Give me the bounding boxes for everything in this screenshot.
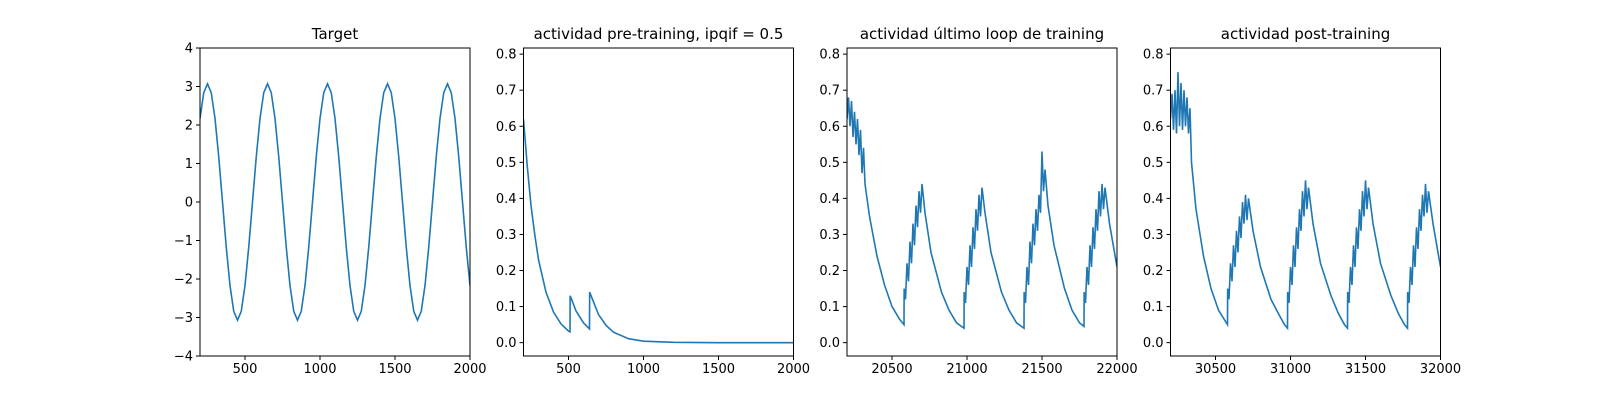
y-tick-label: 1 xyxy=(185,157,193,172)
y-tick-label: 0.5 xyxy=(819,156,840,171)
y-tick-label: 0.2 xyxy=(496,264,517,279)
y-tick-label: 0.1 xyxy=(819,300,840,315)
data-line xyxy=(847,97,1117,330)
y-tick-label: 0.5 xyxy=(496,156,517,171)
y-tick-label: −1 xyxy=(174,234,193,249)
axes-frame xyxy=(199,47,471,357)
y-tick-label: 0.6 xyxy=(819,120,840,135)
y-tick-label: −4 xyxy=(174,350,193,365)
x-tick-label: 2000 xyxy=(777,362,810,377)
subplot-title: Target xyxy=(311,25,359,43)
y-tick-label: −3 xyxy=(174,311,193,326)
y-tick-label: 0.8 xyxy=(1143,48,1164,63)
y-tick-label: 3 xyxy=(185,80,193,95)
y-tick-label: 0.0 xyxy=(496,336,517,351)
x-tick-label: 2000 xyxy=(453,362,486,377)
y-tick-label: 0.2 xyxy=(819,264,840,279)
y-tick-label: 0.7 xyxy=(1143,84,1164,99)
y-tick-label: 0 xyxy=(185,196,193,211)
y-tick-label: 0.4 xyxy=(496,192,517,207)
x-tick-label: 21000 xyxy=(946,362,987,377)
y-tick-label: 0.7 xyxy=(496,84,517,99)
y-tick-label: 0.1 xyxy=(1143,300,1164,315)
x-tick-label: 31500 xyxy=(1345,362,1386,377)
x-tick-label: 500 xyxy=(233,362,258,377)
y-tick-label: 0.0 xyxy=(819,336,840,351)
subplot: actividad último loop de training 20500 21… xyxy=(819,25,1137,377)
subplot-title: actividad pre-training, ipqif = 0.5 xyxy=(534,25,784,43)
y-tick-label: 0.6 xyxy=(496,120,517,135)
y-tick-label: 0.8 xyxy=(819,48,840,63)
subplot-title: actividad último loop de training xyxy=(860,25,1104,43)
y-tick-label: 0.3 xyxy=(1143,228,1164,243)
y-tick-label: 0.7 xyxy=(819,84,840,99)
x-tick-label: 21500 xyxy=(1021,362,1062,377)
axes-frame xyxy=(846,47,1118,357)
x-tick-label: 1500 xyxy=(378,362,411,377)
y-tick-label: −2 xyxy=(174,273,193,288)
y-tick-label: 0.6 xyxy=(1143,120,1164,135)
x-tick-label: 1500 xyxy=(702,362,735,377)
y-tick-label: 0.3 xyxy=(819,228,840,243)
y-tick-label: 4 xyxy=(185,42,193,57)
y-tick-label: 0.5 xyxy=(1143,156,1164,171)
y-tick-label: 0.4 xyxy=(819,192,840,207)
x-tick-label: 500 xyxy=(556,362,581,377)
y-tick-label: 0.0 xyxy=(1143,336,1164,351)
y-tick-label: 2 xyxy=(185,119,193,134)
subplot: Target 500 1000 1500 2000 −4 −3 −2 −1 0 1 2 3 4 xyxy=(174,25,487,377)
x-tick-label: 20500 xyxy=(871,362,912,377)
data-line xyxy=(1170,72,1441,331)
x-tick-label: 1000 xyxy=(627,362,660,377)
y-tick-label: 0.8 xyxy=(496,48,517,63)
axes-frame xyxy=(523,47,794,357)
subplot: actividad post-training 30500 31000 31500 32… xyxy=(1143,25,1461,377)
data-line xyxy=(200,81,470,323)
subplot: actividad pre-training, ipqif = 0.5 500 10… xyxy=(496,25,810,377)
y-tick-label: 0.1 xyxy=(496,300,517,315)
y-tick-label: 0.3 xyxy=(496,228,517,243)
data-line xyxy=(523,118,794,344)
axes-frame xyxy=(1170,47,1441,357)
x-tick-label: 22000 xyxy=(1096,362,1137,377)
x-tick-label: 32000 xyxy=(1420,362,1461,377)
subplot-title: actividad post-training xyxy=(1221,25,1390,43)
x-tick-label: 1000 xyxy=(303,362,336,377)
y-tick-label: 0.2 xyxy=(1143,264,1164,279)
x-tick-label: 31000 xyxy=(1270,362,1311,377)
x-tick-label: 30500 xyxy=(1195,362,1236,377)
y-tick-label: 0.4 xyxy=(1143,192,1164,207)
